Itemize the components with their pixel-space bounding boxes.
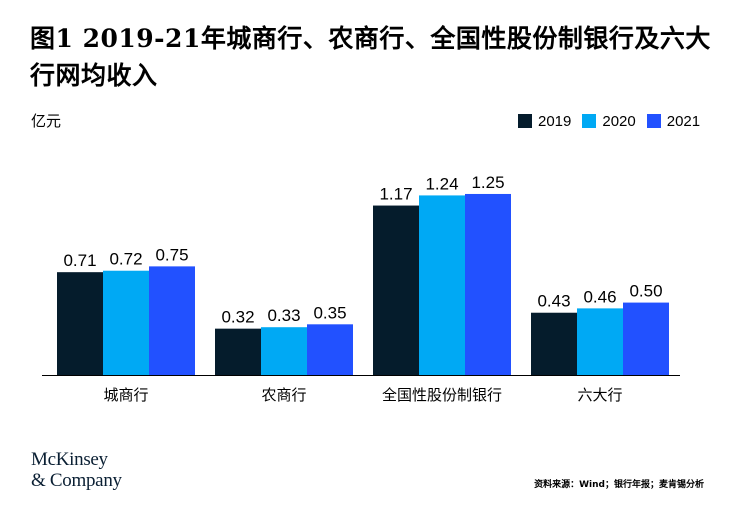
data-label-2020-3: 0.46 — [583, 287, 616, 306]
data-label-2020-2: 1.24 — [425, 174, 458, 193]
bar-2021-1 — [307, 324, 353, 375]
data-label-2019-0: 0.71 — [63, 251, 96, 270]
bar-2020-3 — [577, 308, 623, 375]
bar-2021-0 — [149, 266, 195, 375]
bar-2019-0 — [57, 272, 103, 375]
logo-line-2: & Company — [31, 470, 122, 491]
data-label-2021-1: 0.35 — [313, 303, 346, 322]
category-label-1: 农商行 — [261, 386, 306, 404]
category-label-0: 城商行 — [103, 386, 148, 404]
bar-2021-2 — [465, 193, 511, 375]
legend-item-2020: 2020 — [582, 112, 636, 130]
data-label-2020-0: 0.72 — [109, 250, 142, 269]
y-axis-unit-label: 亿元 — [31, 112, 62, 130]
data-label-2020-1: 0.33 — [267, 306, 300, 325]
mckinsey-logo: McKinsey & Company — [31, 449, 122, 491]
bar-2019-3 — [531, 312, 577, 375]
legend-item-2019: 2019 — [518, 113, 571, 130]
legend-swatch-2019 — [518, 114, 532, 128]
bar-2020-0 — [103, 270, 149, 375]
legend-swatch-2021 — [646, 114, 661, 128]
source-note: 资料来源：Wind；银行年报；麦肯锡分析 — [534, 480, 704, 490]
category-label-3: 六大行 — [577, 386, 622, 404]
data-label-2021-0: 0.75 — [155, 245, 188, 264]
legend-swatch-2020 — [582, 114, 597, 128]
legend-label-2020: 2020 — [602, 112, 636, 130]
logo-line-1: McKinsey — [31, 449, 108, 470]
legend-label-2021: 2021 — [666, 112, 701, 130]
data-label-2021-2: 1.25 — [471, 173, 504, 192]
category-label-2: 全国性股份制银行 — [382, 386, 502, 404]
chart-legend: 2019 2020 2021 — [518, 112, 711, 130]
bar-2021-3 — [623, 302, 669, 375]
bar-2019-1 — [215, 328, 261, 375]
data-label-2019-1: 0.32 — [221, 308, 254, 327]
bar-2019-2 — [373, 205, 419, 375]
legend-label-2019: 2019 — [538, 112, 572, 130]
chart-title: 图1 2019-21年城商行、农商行、全国性股份制银行及六大行网均收入 — [30, 24, 711, 90]
data-label-2019-3: 0.43 — [537, 292, 570, 311]
legend-item-2021: 2021 — [646, 112, 701, 130]
bar-2020-2 — [419, 195, 465, 375]
data-label-2021-3: 0.50 — [629, 282, 662, 301]
bar-2020-1 — [261, 327, 307, 375]
data-label-2019-2: 1.17 — [379, 185, 412, 204]
